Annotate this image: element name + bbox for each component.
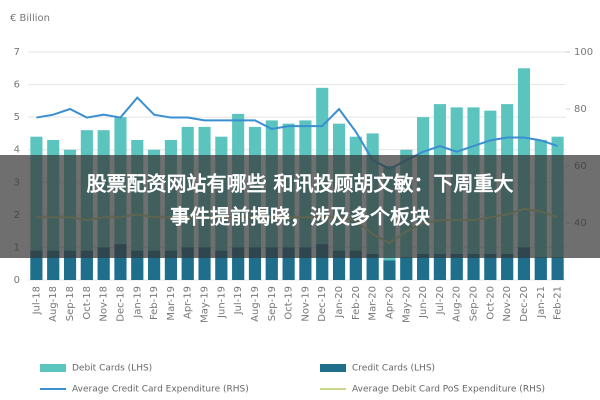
x-tick-label: Dec-18 bbox=[115, 286, 126, 322]
x-tick-label: Jan-19 bbox=[132, 286, 143, 319]
x-tick-label: Aug-19 bbox=[250, 286, 261, 322]
x-tick-label: Dec-20 bbox=[519, 286, 530, 322]
legend-swatch bbox=[40, 364, 66, 372]
x-tick-label: Mar-20 bbox=[368, 286, 379, 321]
bar bbox=[484, 253, 497, 280]
x-tick-label: Nov-20 bbox=[502, 286, 513, 322]
y-axis-label: € Billion bbox=[10, 13, 50, 24]
legend-swatch bbox=[320, 364, 346, 372]
x-tick-label: May-20 bbox=[401, 286, 412, 323]
bar bbox=[467, 253, 480, 280]
x-tick-label: Apr-20 bbox=[384, 286, 395, 319]
banner-text: 事件提前揭晓，涉及多个板块 bbox=[170, 205, 431, 229]
bar bbox=[433, 253, 446, 280]
x-tick-label: Oct-20 bbox=[485, 286, 496, 320]
legend-label: Average Credit Card Expenditure (RHS) bbox=[72, 385, 249, 395]
bar bbox=[534, 257, 547, 280]
x-tick-label: Jan-20 bbox=[334, 286, 345, 319]
bar bbox=[80, 250, 93, 280]
bar bbox=[30, 250, 43, 280]
x-tick-label: Sep-19 bbox=[267, 286, 278, 321]
bar bbox=[215, 250, 228, 280]
legend-label: Debit Cards (LHS) bbox=[72, 364, 152, 374]
banner-background bbox=[0, 155, 600, 258]
banner-text: 股票配资网站有哪些 和讯投顾胡文敏：下周重大 bbox=[87, 172, 514, 196]
bar bbox=[383, 260, 396, 280]
x-tick-label: Dec-19 bbox=[317, 286, 328, 322]
x-tick-label: Mar-19 bbox=[166, 286, 177, 321]
x-tick-label: Jun-20 bbox=[418, 286, 429, 319]
x-tick-label: Apr-19 bbox=[183, 286, 194, 319]
y-tick-label: 6 bbox=[14, 80, 20, 91]
y-tick-label: 5 bbox=[14, 112, 20, 123]
x-tick-label: Oct-18 bbox=[82, 286, 93, 320]
y-tick-label: 0 bbox=[14, 275, 20, 286]
x-tick-label: Feb-20 bbox=[351, 286, 362, 320]
bar bbox=[450, 253, 463, 280]
bar bbox=[332, 250, 346, 280]
legend-label: Average Debit Card PoS Expenditure (RHS) bbox=[352, 385, 545, 395]
bar bbox=[148, 250, 161, 280]
bar bbox=[501, 253, 514, 280]
x-tick-label: Oct-19 bbox=[284, 286, 295, 320]
y2-tick-label: 80 bbox=[574, 104, 587, 115]
bar bbox=[349, 250, 362, 280]
legend-label: Credit Cards (LHS) bbox=[352, 364, 435, 374]
y2-tick-label: 100 bbox=[574, 47, 593, 58]
bar bbox=[551, 257, 564, 280]
x-tick-label: Sep-20 bbox=[469, 286, 480, 321]
x-tick-label: Jul-18 bbox=[31, 286, 42, 315]
bar bbox=[47, 250, 60, 280]
x-tick-label: Aug-18 bbox=[48, 286, 59, 322]
x-tick-label: Jun-19 bbox=[216, 286, 227, 319]
x-tick-label: Nov-19 bbox=[300, 286, 311, 322]
x-tick-label: Nov-18 bbox=[99, 286, 110, 322]
x-tick-label: May-19 bbox=[200, 286, 211, 323]
bar bbox=[400, 257, 413, 280]
x-tick-label: Feb-19 bbox=[149, 286, 160, 320]
bar bbox=[63, 250, 77, 280]
x-tick-label: Aug-20 bbox=[452, 286, 463, 322]
y-tick-label: 4 bbox=[14, 145, 20, 156]
line bbox=[36, 96, 558, 170]
y-tick-label: 7 bbox=[14, 47, 20, 58]
bar bbox=[366, 253, 379, 280]
x-tick-label: Sep-18 bbox=[65, 286, 76, 321]
x-tick-label: Feb-21 bbox=[553, 286, 564, 320]
bar bbox=[164, 250, 177, 280]
x-tick-label: Jul-19 bbox=[233, 286, 244, 315]
x-tick-label: Jan-21 bbox=[536, 286, 547, 319]
x-tick-label: Jul-20 bbox=[435, 286, 446, 315]
bar bbox=[417, 253, 430, 280]
bar bbox=[131, 250, 144, 280]
